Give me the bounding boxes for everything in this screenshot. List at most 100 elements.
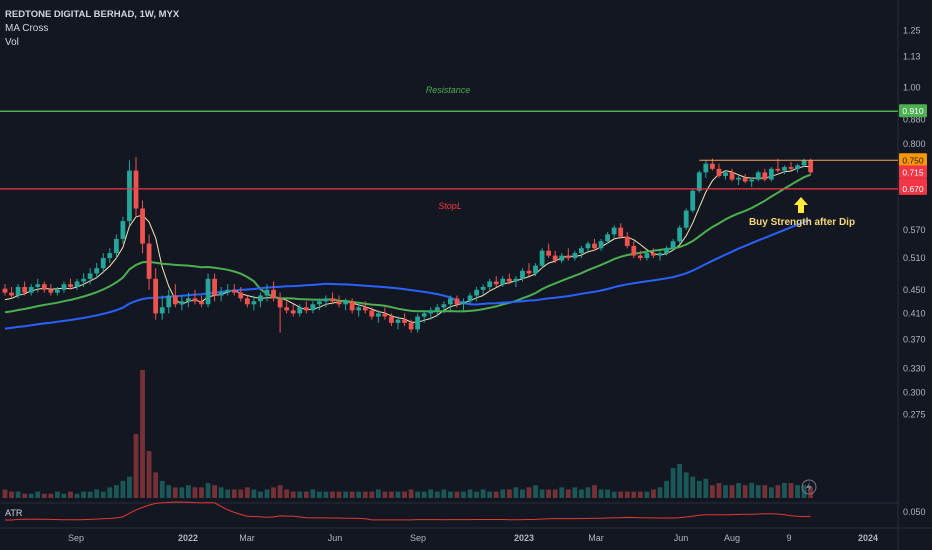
candle-body xyxy=(651,253,656,256)
candle-body xyxy=(343,301,348,305)
candle-body xyxy=(369,310,375,317)
candle-body xyxy=(140,208,145,244)
volume-bar xyxy=(120,480,126,498)
volume-bar xyxy=(670,468,676,498)
ma-cross-label[interactable]: MA Cross xyxy=(5,23,49,34)
candle-body xyxy=(356,307,362,311)
candle-body xyxy=(100,258,106,269)
volume-bar xyxy=(15,491,21,498)
candle-body xyxy=(231,289,237,293)
volume-bar xyxy=(375,489,381,498)
candle-body xyxy=(657,253,663,256)
up-arrow-icon xyxy=(794,197,808,213)
candle-body xyxy=(572,253,578,259)
candle-body xyxy=(474,289,479,296)
volume-bar xyxy=(153,472,159,498)
candle-body xyxy=(690,190,696,211)
candle-body xyxy=(375,313,381,317)
volume-bar xyxy=(546,489,552,498)
volume-bar xyxy=(690,476,696,498)
price-tick-label: 0.410 xyxy=(903,308,926,318)
buy-annotation: Buy Strength after Dip xyxy=(749,217,855,228)
time-tick-label: 2022 xyxy=(178,533,198,543)
volume-bar xyxy=(113,485,119,498)
candle-body xyxy=(74,281,80,287)
volume-bar xyxy=(749,483,755,498)
price-tick-label: 0.450 xyxy=(903,285,926,295)
atr-pane xyxy=(5,501,811,521)
candle-body xyxy=(736,177,741,180)
candle-body xyxy=(212,278,217,296)
volume-bar xyxy=(238,489,244,498)
volume-bar xyxy=(349,491,355,498)
volume-bar xyxy=(205,483,211,498)
candle-body xyxy=(421,313,427,317)
price-axis[interactable]: 1.25 1.13 1.00 0.880 0.800 0.570 0.510 0.450 0.4… xyxy=(903,26,926,517)
volume-bar xyxy=(808,487,814,498)
volume-bar xyxy=(199,487,204,498)
volume-bar xyxy=(703,478,709,498)
volume-bar xyxy=(133,434,139,498)
volume-bar xyxy=(310,489,316,498)
volume-bars xyxy=(2,370,814,498)
volume-bar xyxy=(264,489,270,498)
resistance-badge-bg xyxy=(899,104,927,118)
candle-body xyxy=(317,301,322,305)
lightning-icon[interactable] xyxy=(801,479,817,495)
candle-body xyxy=(15,286,21,296)
volume-bar xyxy=(716,483,722,498)
volume-bar xyxy=(526,487,532,498)
candle-body xyxy=(349,301,355,311)
candle-body xyxy=(539,250,545,266)
volume-bar xyxy=(461,491,466,498)
candle-body xyxy=(441,304,447,308)
candle-body xyxy=(500,278,506,285)
volume-bar xyxy=(579,489,584,498)
candle-body xyxy=(559,255,565,261)
volume-bar xyxy=(683,472,689,498)
candle-body xyxy=(382,313,388,317)
candle-body xyxy=(303,307,309,311)
candle-body xyxy=(41,284,47,290)
candle-body xyxy=(552,255,558,261)
atr-tick-label: 0.050 xyxy=(903,507,926,517)
volume-bar xyxy=(28,493,34,498)
volume-bar xyxy=(127,476,132,498)
volume-bar xyxy=(624,491,630,498)
volume-bar xyxy=(585,487,591,498)
volume-bar xyxy=(81,491,86,498)
horizontal-levels xyxy=(0,110,898,190)
candle-body xyxy=(238,292,244,299)
candle-body xyxy=(166,295,172,308)
candle-body xyxy=(336,301,342,305)
candle-body xyxy=(546,250,552,256)
volume-bar xyxy=(408,489,414,498)
candle-body xyxy=(677,227,683,242)
time-tick-label: Mar xyxy=(588,533,604,543)
moving-averages xyxy=(4,165,811,330)
volume-bar xyxy=(520,489,525,498)
candle-body xyxy=(284,307,290,311)
volume-bar xyxy=(395,491,401,498)
candle-body xyxy=(186,298,191,302)
price-tick-label: 1.00 xyxy=(903,82,921,92)
candle-body xyxy=(244,298,250,305)
time-axis[interactable]: Sep 2022 Mar Jun Sep 2023 Mar Jun Aug 9 2024 xyxy=(68,533,878,543)
volume-bar xyxy=(284,489,290,498)
volume-bar xyxy=(336,491,342,498)
time-tick-label: Mar xyxy=(239,533,255,543)
price-tick-label: 0.570 xyxy=(903,225,926,235)
vol-label[interactable]: Vol xyxy=(5,37,19,48)
volume-bar xyxy=(637,491,643,498)
volume-bar xyxy=(369,491,375,498)
candle-body xyxy=(768,168,774,180)
candle-body xyxy=(402,319,407,323)
candle-body xyxy=(520,270,525,279)
candle-body xyxy=(22,286,28,293)
volume-bar xyxy=(55,491,60,498)
candle-body xyxy=(9,292,14,296)
volume-bar xyxy=(244,487,250,498)
